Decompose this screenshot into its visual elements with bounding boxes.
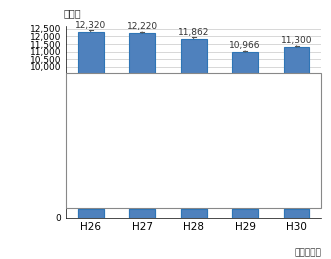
FancyBboxPatch shape — [66, 74, 321, 208]
Text: 12,320: 12,320 — [75, 21, 106, 30]
Text: 12,220: 12,220 — [126, 23, 158, 32]
Bar — [181, 39, 207, 218]
Text: 11,300: 11,300 — [281, 36, 312, 45]
Bar — [284, 208, 309, 218]
Bar — [78, 32, 104, 218]
Text: 10,966: 10,966 — [229, 41, 261, 51]
Text: （上半期）: （上半期） — [294, 248, 321, 257]
Bar — [181, 208, 207, 218]
Bar — [232, 208, 258, 218]
Bar — [284, 47, 309, 218]
Bar — [232, 52, 258, 218]
Bar — [129, 33, 155, 218]
Bar — [129, 208, 155, 218]
Bar — [78, 208, 104, 218]
Text: 11,862: 11,862 — [178, 28, 209, 37]
Text: （件）: （件） — [64, 8, 81, 18]
